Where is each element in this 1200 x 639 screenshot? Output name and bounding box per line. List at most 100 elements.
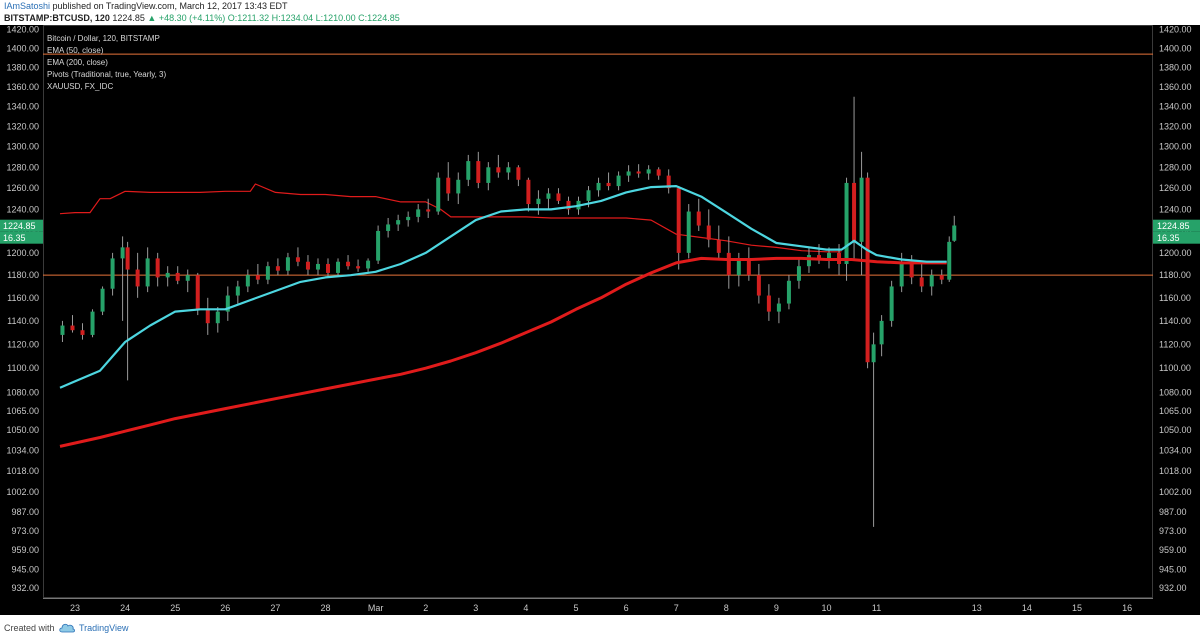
x-tick-label: 14	[1022, 603, 1032, 613]
x-tick-label: 26	[220, 603, 230, 613]
candle-body	[796, 266, 801, 281]
y-tick-label-left: 1240.00	[6, 204, 39, 214]
indicator-value-label-bg	[1153, 231, 1200, 244]
plot-layer	[43, 53, 1153, 527]
x-tick-label: 24	[120, 603, 130, 613]
candle-body	[496, 167, 501, 173]
y-tick-label-left: 1200.00	[6, 248, 39, 258]
x-tick-label: 16	[1122, 603, 1132, 613]
candle-body	[336, 261, 341, 273]
candle-body	[844, 182, 849, 264]
candle-body	[656, 169, 661, 176]
tradingview-brand[interactable]: TradingView	[79, 623, 129, 633]
x-tick-label: 7	[674, 603, 679, 613]
candle-body	[436, 177, 441, 212]
last-price: 1224.85	[112, 13, 145, 23]
y-tick-label-right: 1420.00	[1159, 25, 1192, 35]
y-tick-label-left: 1080.00	[6, 388, 39, 398]
candle-body	[756, 275, 761, 296]
candle-body	[596, 182, 601, 191]
candle-body	[686, 211, 691, 253]
y-tick-label-right: 1018.00	[1159, 466, 1192, 476]
y-tick-label-left: 1180.00	[7, 270, 39, 280]
candle-body	[947, 241, 952, 280]
candle-body	[366, 260, 371, 269]
y-tick-label-right: 1400.00	[1159, 43, 1192, 53]
candle-body	[586, 190, 591, 201]
y-tick-label-left: 1300.00	[6, 142, 39, 152]
symbol-ohlc-line: BITSTAMP:BTCUSD, 120 1224.85 ▲ +48.30 (+…	[4, 13, 400, 23]
chart-area[interactable]: 1420.00 1420.00 1400.00 1400.00 1380.00 1380.…	[0, 25, 1200, 615]
legend-item-pivots[interactable]: Pivots (Traditional, true, Yearly, 3)	[47, 70, 167, 79]
candle-body	[110, 258, 115, 289]
candle-body	[406, 216, 411, 221]
candle-body	[100, 288, 105, 312]
legend-item-ema50[interactable]: EMA (50, close)	[47, 46, 104, 55]
candle-body	[315, 263, 320, 270]
candle-body	[376, 230, 381, 261]
y-tick-label-left: 1160.00	[7, 293, 39, 303]
candle-body	[165, 272, 170, 278]
x-tick-label: 27	[270, 603, 280, 613]
candle-body	[696, 211, 701, 226]
y-tick-label-right: 1120.00	[1159, 339, 1191, 349]
candle-body	[305, 261, 310, 270]
author-link[interactable]: IAmSatoshi	[4, 1, 51, 11]
candle-body	[195, 275, 200, 310]
y-tick-label-right: 1050.00	[1159, 425, 1192, 435]
y-tick-label-left: 1065.00	[6, 406, 39, 416]
y-tick-label-right: 1100.00	[1159, 363, 1191, 373]
candle-body	[929, 275, 934, 287]
y-tick-label-right: 1180.00	[1159, 270, 1191, 280]
candle-body	[852, 182, 857, 242]
candle-body	[466, 161, 471, 180]
candle-body	[716, 239, 721, 253]
candle-body	[546, 193, 551, 199]
candle-body	[125, 247, 130, 270]
candle-body	[871, 344, 876, 363]
candle-body	[536, 198, 541, 205]
y-tick-label-left: 1034.00	[6, 445, 39, 455]
x-tick-label: 5	[573, 603, 578, 613]
candle-body	[506, 167, 511, 173]
ohlc-values: O:1211.32 H:1234.04 L:1210.00 C:1224.85	[227, 13, 400, 23]
y-tick-label-left: 959.00	[11, 545, 39, 555]
y-tick-label-right: 1140.00	[1159, 316, 1191, 326]
candle-body	[295, 257, 300, 262]
candle-body	[285, 257, 290, 271]
y-tick-label-right: 1280.00	[1159, 162, 1192, 172]
candle-body	[646, 169, 651, 174]
y-tick-label-left: 945.00	[11, 565, 39, 575]
legend-item-ema200[interactable]: EMA (200, close)	[47, 58, 108, 67]
y-tick-label-left: 1018.00	[6, 466, 39, 476]
candle-body	[265, 266, 270, 280]
candle-body	[566, 200, 571, 210]
candle-body	[636, 171, 641, 174]
candle-body	[889, 286, 894, 321]
candle-body	[426, 209, 431, 212]
y-tick-label-right: 987.00	[1159, 507, 1187, 517]
candle-body	[726, 252, 731, 276]
x-tick-label: 3	[473, 603, 478, 613]
indicator-value-label-left-bg	[0, 231, 43, 244]
candle-body	[899, 261, 904, 287]
indicator-value-label-left: 16.35	[3, 233, 26, 243]
candle-body	[446, 177, 451, 194]
y-tick-label-right: 1065.00	[1159, 406, 1192, 416]
x-tick-label: 10	[821, 603, 831, 613]
candle-body	[175, 272, 180, 281]
indicator-value-label: 16.35	[1157, 233, 1180, 243]
y-tick-label-left: 1420.00	[6, 25, 39, 35]
tradingview-cloud-icon	[59, 623, 75, 633]
candle-body	[736, 258, 741, 276]
price-chart[interactable]: 1420.00 1420.00 1400.00 1400.00 1380.00 1380.…	[0, 25, 1200, 615]
candle-body	[275, 266, 280, 271]
candle-body	[80, 330, 85, 335]
candle-body	[255, 275, 260, 280]
candle-body	[235, 286, 240, 296]
y-tick-label-right: 1260.00	[1159, 183, 1192, 193]
y-tick-label-left: 1380.00	[6, 63, 39, 73]
last-price-label: 1224.85	[1157, 221, 1190, 231]
candle-body	[135, 269, 140, 287]
legend-item-xauusd[interactable]: XAUUSD, FX_IDC	[47, 82, 114, 91]
